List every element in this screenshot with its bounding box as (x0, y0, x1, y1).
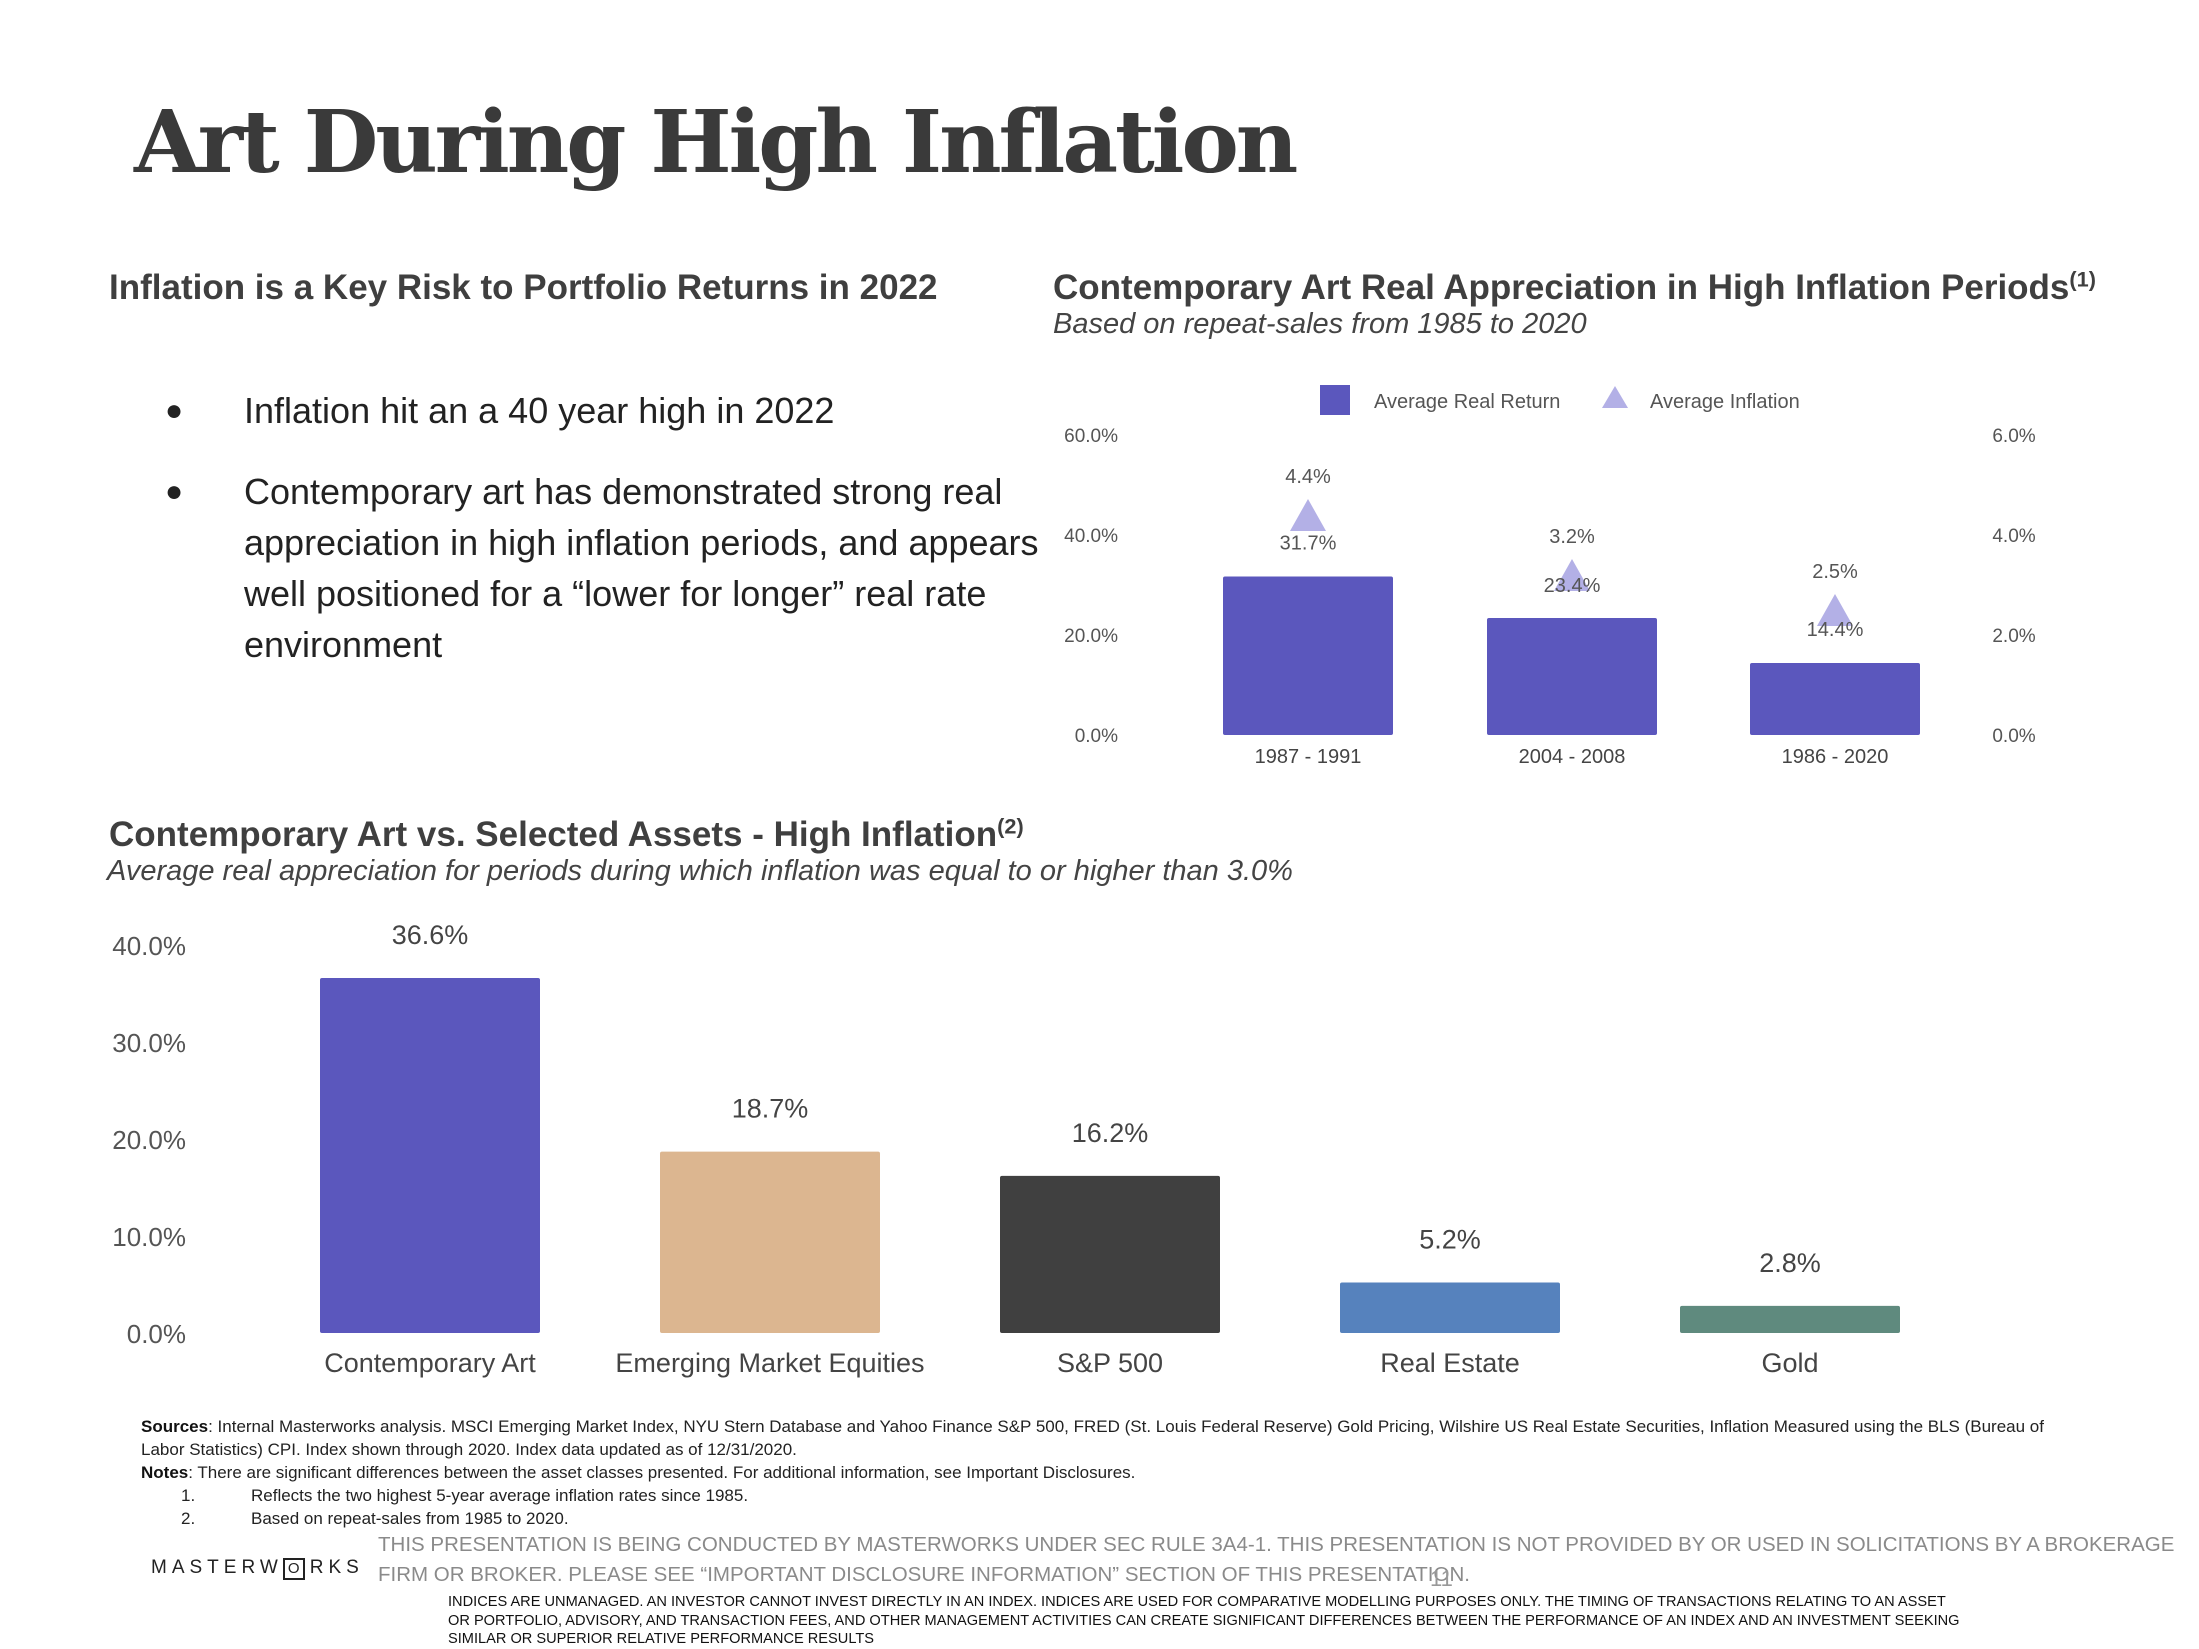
asset-bar (1680, 1305, 1900, 1333)
bullet-text: Inflation hit an a 40 year high in 2022 (244, 390, 835, 431)
y-axis-tick-label: 0.0% (1075, 726, 1118, 747)
sources-label: Sources (141, 1417, 209, 1436)
page-number: 11 (1430, 1566, 1453, 1591)
return-data-label: 31.7% (1280, 533, 1337, 555)
inflation-data-label: 4.4% (1285, 466, 1331, 488)
asset-bar (660, 1151, 880, 1333)
x-axis-tick-label: 1986 - 2020 (1782, 746, 1889, 768)
note-number: 1. (181, 1486, 196, 1505)
chart1-heading-footnote: (1) (2069, 266, 2096, 292)
y-axis-tick-label: 40.0% (1064, 526, 1118, 547)
legend-label-real-return: Average Real Return (1374, 391, 1560, 413)
x-axis-tick-label: Contemporary Art (324, 1348, 536, 1378)
asset-data-label: 36.6% (392, 920, 469, 950)
note-text: Reflects the two highest 5-year average … (251, 1486, 749, 1505)
asset-bar (1340, 1282, 1560, 1333)
bullet-list: ● Inflation hit an a 40 year high in 202… (160, 385, 1040, 700)
y-axis-tick-label: 20.0% (1064, 626, 1118, 647)
sources-line: Sources: Internal Masterworks analysis. … (141, 1415, 2071, 1461)
y-axis-tick-label: 20.0% (112, 1125, 186, 1155)
legend-swatch-inflation (1602, 386, 1628, 408)
chart2-heading: Contemporary Art vs. Selected Assets - H… (109, 815, 1024, 855)
chart2-subtitle: Average real appreciation for periods du… (107, 855, 1293, 887)
chart1-subtitle: Based on repeat-sales from 1985 to 2020 (1053, 308, 1587, 340)
x-axis-tick-label: S&P 500 (1057, 1348, 1163, 1378)
inflation-marker (1290, 499, 1326, 531)
asset-data-label: 16.2% (1072, 1118, 1149, 1148)
sources-notes: Sources: Internal Masterworks analysis. … (141, 1415, 2071, 1530)
disclaimer-text: THIS PRESENTATION IS BEING CONDUCTED BY … (378, 1533, 2175, 1586)
y2-axis-tick-label: 4.0% (1992, 526, 2035, 547)
x-axis-tick-label: 1987 - 1991 (1255, 746, 1362, 768)
note-item: 1. Reflects the two highest 5-year averag… (141, 1484, 2071, 1507)
logo-text-right: RKS (309, 1557, 364, 1578)
fine-print-text: INDICES ARE UNMANAGED. AN INVESTOR CANNO… (448, 1594, 1960, 1647)
page-title: Art During High Inflation (134, 92, 1298, 193)
x-axis-tick-label: Gold (1761, 1348, 1818, 1378)
return-data-label: 23.4% (1544, 575, 1601, 597)
bar-real-return (1223, 576, 1393, 735)
inflation-data-label: 2.5% (1812, 561, 1858, 583)
asset-comparison-chart: 0.0% 10.0% 20.0% 30.0% 40.0% 36.6% Contemporar… (112, 920, 1900, 1378)
y2-axis-tick-label: 6.0% (1992, 426, 2035, 447)
asset-data-label: 2.8% (1759, 1248, 1821, 1278)
left-section-heading: Inflation is a Key Risk to Portfolio Ret… (109, 268, 938, 307)
y-axis-tick-label: 10.0% (112, 1222, 186, 1252)
chart1-heading-text: Contemporary Art Real Appreciation in Hi… (1053, 268, 2070, 307)
notes-line: Notes: There are significant differences… (141, 1461, 2071, 1484)
inflation-marker (1554, 559, 1590, 591)
return-data-label: 14.4% (1807, 619, 1864, 641)
inflation-data-label: 3.2% (1549, 526, 1595, 548)
bar-real-return (1487, 618, 1657, 735)
chart2-heading-footnote: (2) (997, 813, 1024, 839)
asset-data-label: 18.7% (732, 1094, 809, 1124)
y-axis-tick-label: 40.0% (112, 931, 186, 961)
sources-text: : Internal Masterworks analysis. MSCI Em… (141, 1417, 2044, 1459)
x-axis-tick-label: 2004 - 2008 (1519, 746, 1626, 768)
logo-o-box: O (282, 1558, 305, 1580)
legend-label-inflation: Average Inflation (1650, 391, 1800, 413)
y2-axis-tick-label: 0.0% (1992, 726, 2035, 747)
note-item: 2. Based on repeat-sales from 1985 to 202… (141, 1507, 2071, 1530)
notes-text: : There are significant differences betw… (188, 1463, 1136, 1482)
chart2-heading-text: Contemporary Art vs. Selected Assets - H… (109, 815, 998, 854)
note-number: 2. (181, 1509, 196, 1528)
masterworks-logo: MASTERW O RKS (151, 1557, 364, 1580)
bullet-dot-icon: ● (165, 475, 184, 508)
chart1-heading: Contemporary Art Real Appreciation in Hi… (1053, 268, 2096, 308)
inflation-marker (1817, 594, 1853, 626)
asset-bar (1000, 1175, 1220, 1333)
notes-label: Notes (141, 1463, 189, 1482)
x-axis-tick-label: Emerging Market Equities (615, 1348, 924, 1378)
y-axis-tick-label: 60.0% (1064, 426, 1118, 447)
bullet-item: ● Inflation hit an a 40 year high in 202… (160, 385, 1040, 436)
bullet-dot-icon: ● (165, 394, 184, 427)
inflation-periods-chart: Average Real Return Average Inflation 0.0%… (1064, 385, 2036, 768)
note-text: Based on repeat-sales from 1985 to 2020. (251, 1509, 569, 1528)
y-axis-tick-label: 30.0% (112, 1028, 186, 1058)
bar-real-return (1750, 663, 1920, 735)
bullet-item: ● Contemporary art has demonstrated stro… (160, 466, 1040, 670)
logo-text-left: MASTERW (151, 1557, 283, 1578)
asset-bar (320, 977, 540, 1333)
y-axis-tick-label: 0.0% (127, 1319, 186, 1349)
bullet-text: Contemporary art has demonstrated strong… (244, 471, 1039, 665)
legend-swatch-real-return (1320, 385, 1350, 415)
asset-data-label: 5.2% (1419, 1225, 1481, 1255)
x-axis-tick-label: Real Estate (1380, 1348, 1520, 1378)
y2-axis-tick-label: 2.0% (1992, 626, 2035, 647)
